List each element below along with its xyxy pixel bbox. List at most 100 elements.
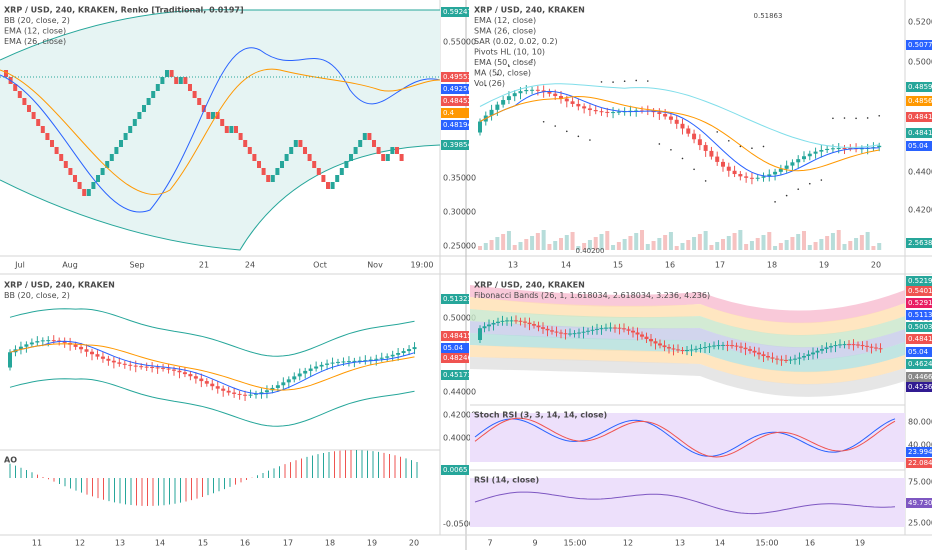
brick <box>390 147 395 154</box>
candle <box>412 347 417 350</box>
candle <box>626 329 631 331</box>
volume-bar <box>784 240 789 250</box>
price-label: 40.0000 <box>908 441 932 450</box>
time-label: 12 <box>623 539 633 548</box>
sar-dot <box>565 130 568 133</box>
fib-band <box>470 345 905 385</box>
volume-bar <box>582 243 587 250</box>
fib-band <box>470 297 905 336</box>
sar-dot <box>623 80 626 83</box>
candle <box>689 349 694 351</box>
sar-dot <box>589 139 591 141</box>
brick <box>151 91 156 98</box>
candle <box>24 344 29 347</box>
volume-bar <box>859 235 864 250</box>
candle <box>725 344 730 346</box>
ema-26 <box>0 68 441 195</box>
candle <box>117 362 122 364</box>
volume-bar <box>807 245 812 250</box>
candle <box>726 166 731 171</box>
legend-text: EMA (50, close) <box>474 58 536 67</box>
brick <box>68 168 73 175</box>
brick <box>243 140 248 147</box>
volume-bar <box>836 230 841 250</box>
brick <box>178 77 183 84</box>
price-tag <box>906 382 932 392</box>
volume-bar <box>819 239 824 250</box>
time-label: 15 <box>613 261 623 270</box>
candle <box>622 328 626 330</box>
volume-bar <box>697 234 702 250</box>
price-tag <box>906 372 932 382</box>
candle <box>667 347 671 349</box>
price-tag <box>441 140 469 150</box>
brick <box>270 175 275 182</box>
volume-bar <box>628 236 633 250</box>
candle <box>308 368 313 371</box>
candle <box>150 367 155 369</box>
annotation: 0.51863 <box>754 12 783 20</box>
candle <box>692 133 697 140</box>
candle <box>730 345 734 347</box>
brick <box>54 147 59 154</box>
time-label: 15 <box>198 539 208 548</box>
price-tag <box>441 96 469 106</box>
candle <box>106 358 111 361</box>
candle <box>182 372 187 375</box>
brick <box>40 126 45 133</box>
candle <box>243 394 248 396</box>
price-label: 0.50000 <box>443 314 476 323</box>
brick <box>358 140 363 147</box>
candle <box>766 355 770 358</box>
price-tag <box>441 120 469 130</box>
brick <box>183 77 188 84</box>
brick <box>339 168 344 175</box>
price-tag <box>906 334 932 344</box>
sar-dot <box>797 188 800 190</box>
candle <box>599 111 604 113</box>
price-label: 0.30000 <box>443 208 476 217</box>
candle <box>613 327 617 329</box>
candle <box>352 360 357 362</box>
legend-text: EMA (26, close) <box>4 37 66 46</box>
volume-bar <box>599 234 604 250</box>
price-tag <box>906 347 932 357</box>
candle <box>122 363 127 365</box>
price-tag <box>441 72 469 82</box>
brick <box>36 119 41 126</box>
sar-dot <box>646 80 649 82</box>
price-tag <box>906 96 932 106</box>
volume-bar <box>489 240 494 250</box>
sar-dot <box>612 81 614 83</box>
candle <box>595 328 599 330</box>
volume-bar <box>813 242 818 250</box>
brick <box>73 175 77 182</box>
brick <box>165 70 169 77</box>
price-tag-text: 49.7301 <box>908 499 932 507</box>
candle <box>874 347 878 349</box>
candle <box>530 89 535 91</box>
candle <box>570 101 575 104</box>
price-tag <box>906 310 932 320</box>
ema-line <box>479 90 880 177</box>
brick <box>50 140 54 147</box>
time-label: 19 <box>367 539 377 548</box>
price-tag <box>441 294 469 304</box>
brick <box>27 105 31 112</box>
volume-bar <box>524 239 529 250</box>
brick <box>132 119 137 126</box>
brick <box>234 126 238 133</box>
volume-bar <box>518 242 523 250</box>
brick <box>100 168 105 175</box>
brick <box>77 182 82 189</box>
price-label: 0.35000 <box>443 174 476 183</box>
brick <box>395 147 399 154</box>
candle <box>568 333 572 335</box>
volume-bar <box>755 238 760 250</box>
time-label: 24 <box>245 261 255 270</box>
price-tag-text: 05.04 <box>443 344 464 352</box>
bb-lower <box>0 144 441 251</box>
volume-bar <box>535 233 540 250</box>
time-label: 13 <box>675 539 685 548</box>
candle <box>237 393 242 395</box>
